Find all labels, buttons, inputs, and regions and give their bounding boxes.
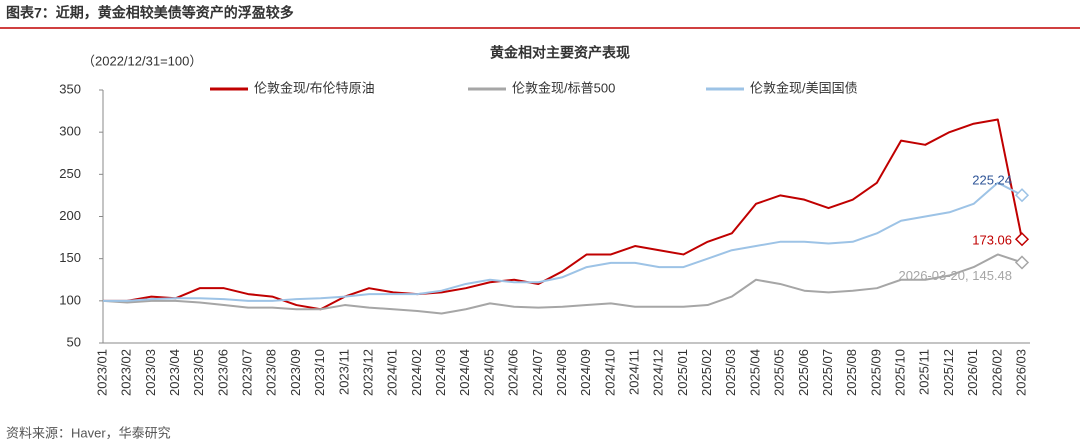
chart-title: 黄金相对主要资产表现 [490,45,630,61]
series-line [103,181,1023,302]
end-marker [1014,188,1030,203]
x-tick-label: 2023/06 [215,349,230,396]
x-tick-label: 2024/07 [530,349,545,396]
source: 资料来源：Haver，华泰研究 [6,425,171,440]
legend-label: 伦敦金现/布伦特原油 [254,80,375,95]
x-tick-label: 2025/03 [723,349,738,396]
end-marker [1014,255,1030,270]
x-tick-label: 2024/11 [626,349,641,395]
x-tick-label: 2025/06 [796,349,811,396]
x-tick-label: 2024/01 [385,349,400,396]
y-tick-label: 300 [59,124,81,139]
x-tick-label: 2023/05 [191,349,206,396]
value-label: 2026-03-20, 145.48 [899,268,1012,283]
x-tick-label: 2026/02 [989,349,1004,396]
x-tick-label: 2025/12 [941,349,956,396]
value-label: 173.06 [972,233,1012,248]
x-tick-label: 2025/07 [820,349,835,396]
series-line [102,253,1023,315]
x-tick-label: 2025/09 [868,349,883,396]
x-tick-label: 2024/04 [457,349,472,396]
x-tick-label: 2024/12 [651,349,666,396]
x-tick-label: 2026/01 [965,349,980,396]
x-tick-label: 2023/01 [94,349,109,396]
header: 图表7：近期，黄金相较美债等资产的浮盈较多 [6,5,294,21]
x-tick-label: 2023/03 [143,349,158,396]
x-tick-label: 2025/01 [675,349,690,396]
x-tick-label: 2024/10 [602,349,617,396]
x-tick-label: 2023/09 [288,349,303,396]
x-tick-label: 2026/03 [1013,349,1028,396]
x-tick-label: 2025/02 [699,349,714,396]
y-tick-label: 100 [59,292,81,307]
y-tick-label: 50 [67,334,81,349]
end-marker [1014,232,1030,247]
x-tick-label: 2023/07 [240,349,255,396]
legend-label: 伦敦金现/标普500 [512,80,615,95]
y-tick-label: 250 [59,166,81,181]
x-tick-label: 2023/02 [119,349,134,396]
x-tick-label: 2024/06 [506,349,521,396]
x-tick-label: 2025/04 [747,349,762,396]
x-tick-label: 2024/03 [433,349,448,396]
x-tick-label: 2025/10 [893,349,908,396]
x-tick-label: 2025/08 [844,349,859,396]
y-tick-label: 150 [59,250,81,265]
x-tick-label: 2024/09 [578,349,593,396]
x-tick-label: 2024/02 [409,349,424,396]
x-tick-label: 2024/05 [481,349,496,396]
x-tick-label: 2023/10 [312,349,327,396]
x-tick-label: 2024/08 [554,349,569,396]
unit-note: （2022/12/31=100） [82,53,202,68]
x-tick-label: 2023/11 [336,349,351,395]
x-tick-label: 2023/12 [360,349,375,396]
y-tick-label: 200 [59,208,81,223]
x-tick-label: 2025/05 [772,349,787,396]
legend-label: 伦敦金现/美国国债 [750,80,858,95]
x-tick-label: 2025/11 [917,349,932,395]
x-tick-label: 2023/04 [167,349,182,396]
series-line [103,118,1023,311]
x-tick-label: 2023/08 [264,349,279,396]
y-tick-label: 350 [59,81,81,96]
value-label: 225.24 [972,173,1012,188]
